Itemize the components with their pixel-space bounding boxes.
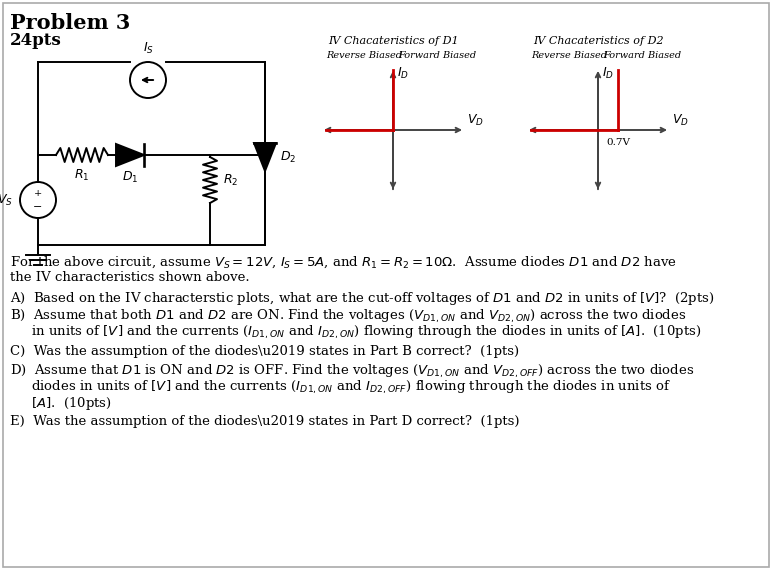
Text: 24pts: 24pts: [10, 32, 62, 49]
Text: A)  Based on the IV characterstic plots, what are the cut-off voltages of $D1$ a: A) Based on the IV characterstic plots, …: [10, 290, 715, 307]
Text: $R_2$: $R_2$: [223, 173, 239, 188]
Text: IV Chacateristics of D1: IV Chacateristics of D1: [327, 36, 459, 46]
Text: $[A]$.  (10pts): $[A]$. (10pts): [10, 395, 112, 412]
Text: $V_S$: $V_S$: [0, 193, 13, 207]
Text: the IV characteristics shown above.: the IV characteristics shown above.: [10, 271, 249, 284]
Text: D)  Assume that $D1$ is ON and $D2$ is OFF. Find the voltages ($V_{D1,ON}$ and $: D) Assume that $D1$ is ON and $D2$ is OF…: [10, 363, 694, 380]
Text: diodes in units of $[V]$ and the currents ($I_{D1,ON}$ and $I_{D2,OFF}$) flowing: diodes in units of $[V]$ and the current…: [10, 379, 671, 396]
Text: B)  Assume that both $D1$ and $D2$ are ON. Find the voltages ($V_{D1,ON}$ and $V: B) Assume that both $D1$ and $D2$ are ON…: [10, 308, 686, 325]
Text: C)  Was the assumption of the diodes\u2019 states in Part B correct?  (1pts): C) Was the assumption of the diodes\u201…: [10, 345, 519, 358]
Text: $R_1$: $R_1$: [74, 168, 90, 183]
Text: in units of $[V]$ and the currents ($I_{D1,ON}$ and $I_{D2,ON}$) flowing through: in units of $[V]$ and the currents ($I_{…: [10, 324, 702, 341]
Text: $I_D$: $I_D$: [397, 66, 409, 81]
Text: For the above circuit, assume $V_S = 12V$, $I_S = 5A$, and $R_1 = R_2 = 10\Omega: For the above circuit, assume $V_S = 12V…: [10, 255, 677, 271]
Text: Reverse Biased: Reverse Biased: [326, 51, 402, 60]
Polygon shape: [116, 144, 144, 166]
Text: Forward Biased: Forward Biased: [398, 51, 476, 60]
Text: −: −: [33, 202, 42, 212]
Text: IV Chacateristics of D2: IV Chacateristics of D2: [533, 36, 663, 46]
Text: +: +: [34, 189, 42, 197]
Text: $D_1$: $D_1$: [122, 170, 138, 185]
Text: Forward Biased: Forward Biased: [603, 51, 681, 60]
Text: 0.7V: 0.7V: [606, 138, 630, 147]
Text: $I_D$: $I_D$: [602, 66, 614, 81]
Text: E)  Was the assumption of the diodes\u2019 states in Part D correct?  (1pts): E) Was the assumption of the diodes\u201…: [10, 415, 520, 428]
Text: Problem 3: Problem 3: [10, 13, 130, 33]
Text: $V_D$: $V_D$: [672, 113, 689, 128]
Polygon shape: [254, 143, 276, 171]
Text: $I_S$: $I_S$: [143, 41, 154, 56]
Text: Reverse Biased: Reverse Biased: [531, 51, 607, 60]
Text: $V_D$: $V_D$: [467, 113, 484, 128]
Text: $D_2$: $D_2$: [280, 149, 296, 165]
